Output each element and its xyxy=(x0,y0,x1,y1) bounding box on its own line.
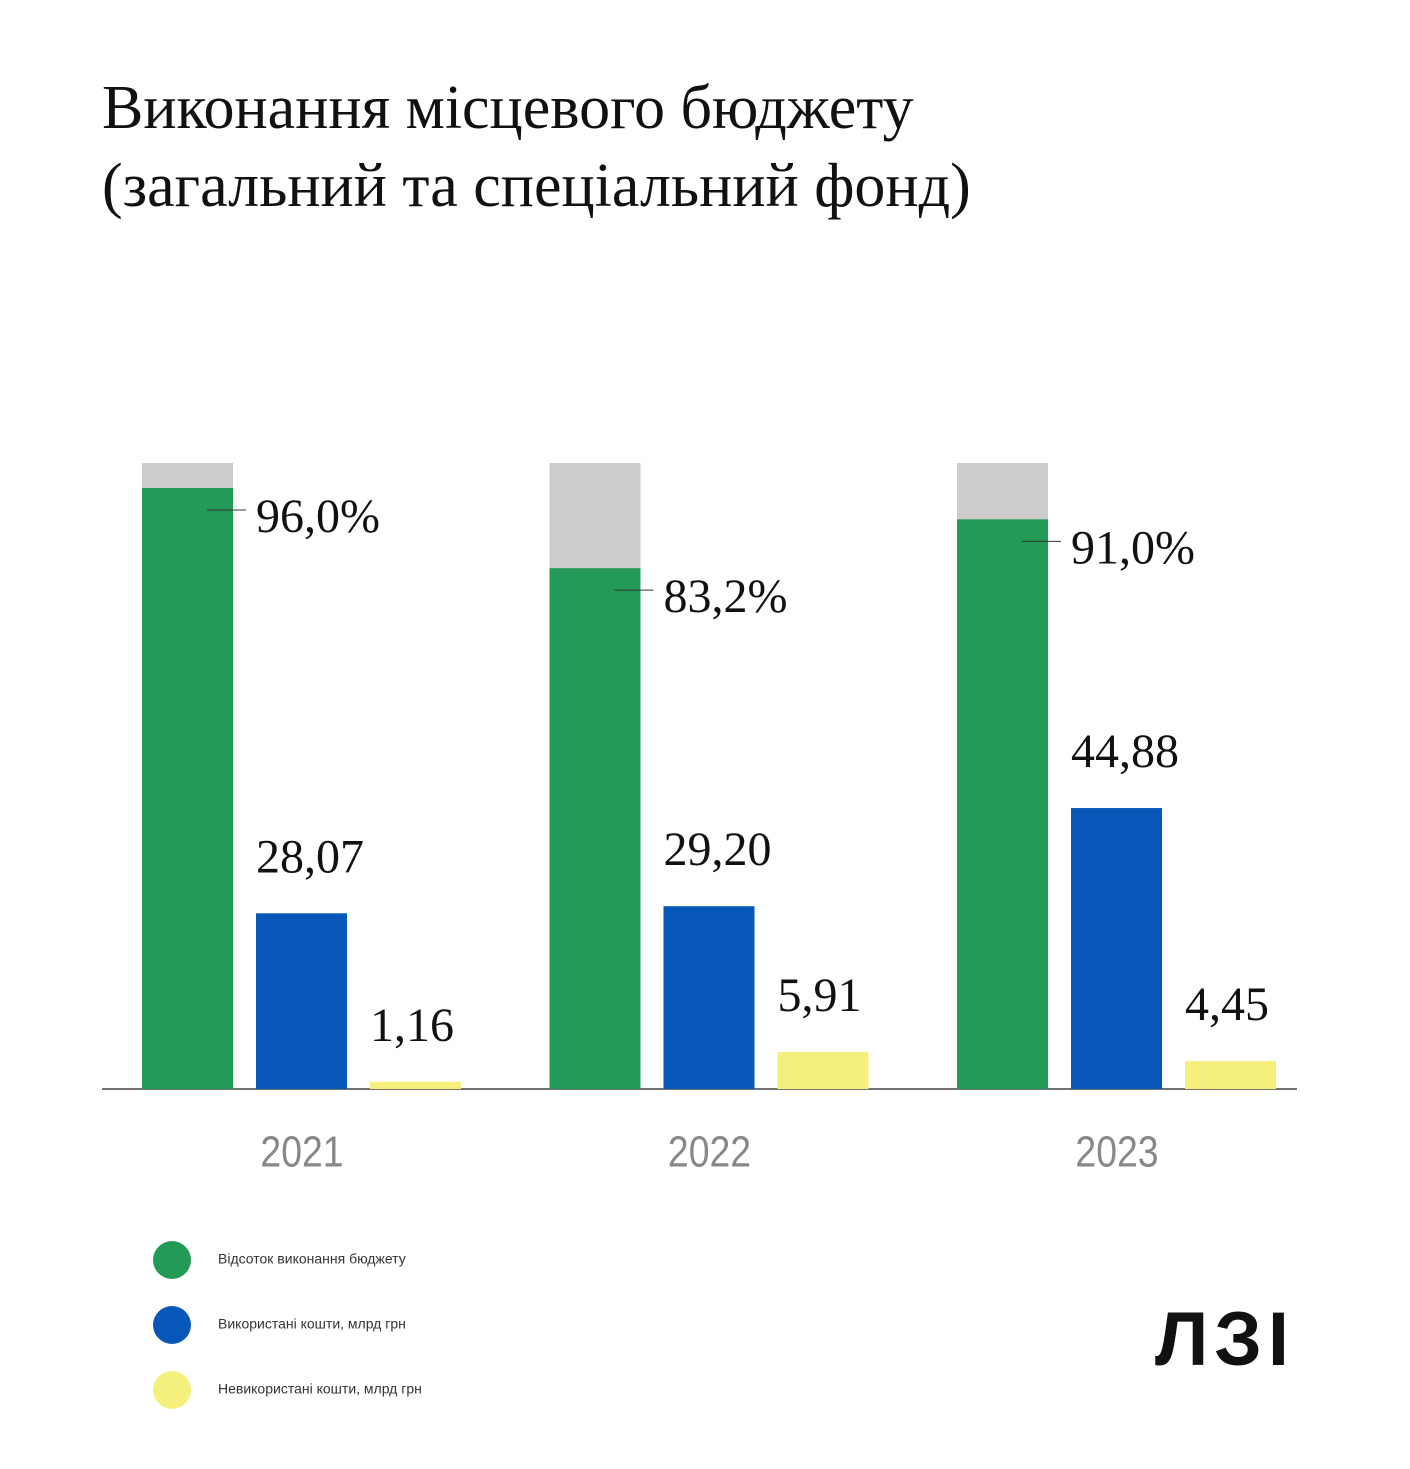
x-tick-label: 2021 xyxy=(260,1127,343,1177)
bar xyxy=(549,568,641,1089)
legend-marker xyxy=(153,1371,191,1409)
data-label: 29,20 xyxy=(664,823,772,876)
legend-label: Використані кошти, млрд грн xyxy=(218,1316,406,1332)
legend-label: Невикористані кошти, млрд грн xyxy=(218,1381,422,1397)
legend-marker xyxy=(153,1241,191,1279)
data-label: 4,45 xyxy=(1185,978,1269,1031)
data-label: 5,91 xyxy=(778,969,862,1022)
bar xyxy=(1185,1061,1276,1089)
data-label: 28,07 xyxy=(256,830,364,883)
chart-title: (загальний та спеціальний фонд) xyxy=(102,152,971,220)
bar xyxy=(777,1052,869,1089)
data-label: 83,2% xyxy=(664,570,788,623)
bar xyxy=(957,519,1048,1089)
bar xyxy=(1071,808,1162,1089)
legend-marker xyxy=(153,1306,191,1344)
data-label: 96,0% xyxy=(256,490,380,543)
bar xyxy=(142,488,233,1089)
x-tick-label: 2023 xyxy=(1075,1127,1158,1177)
logo: ЛЗІ xyxy=(1155,1297,1295,1382)
data-label: 44,88 xyxy=(1071,725,1179,778)
x-tick-label: 2022 xyxy=(668,1127,751,1177)
bar xyxy=(370,1081,461,1089)
bar xyxy=(256,913,347,1089)
legend-label: Відсоток виконання бюджету xyxy=(218,1251,406,1267)
chart-title: Виконання місцевого бюджету xyxy=(102,74,914,142)
data-label: 1,16 xyxy=(370,999,454,1052)
data-label: 91,0% xyxy=(1071,521,1195,574)
bar xyxy=(663,906,755,1089)
